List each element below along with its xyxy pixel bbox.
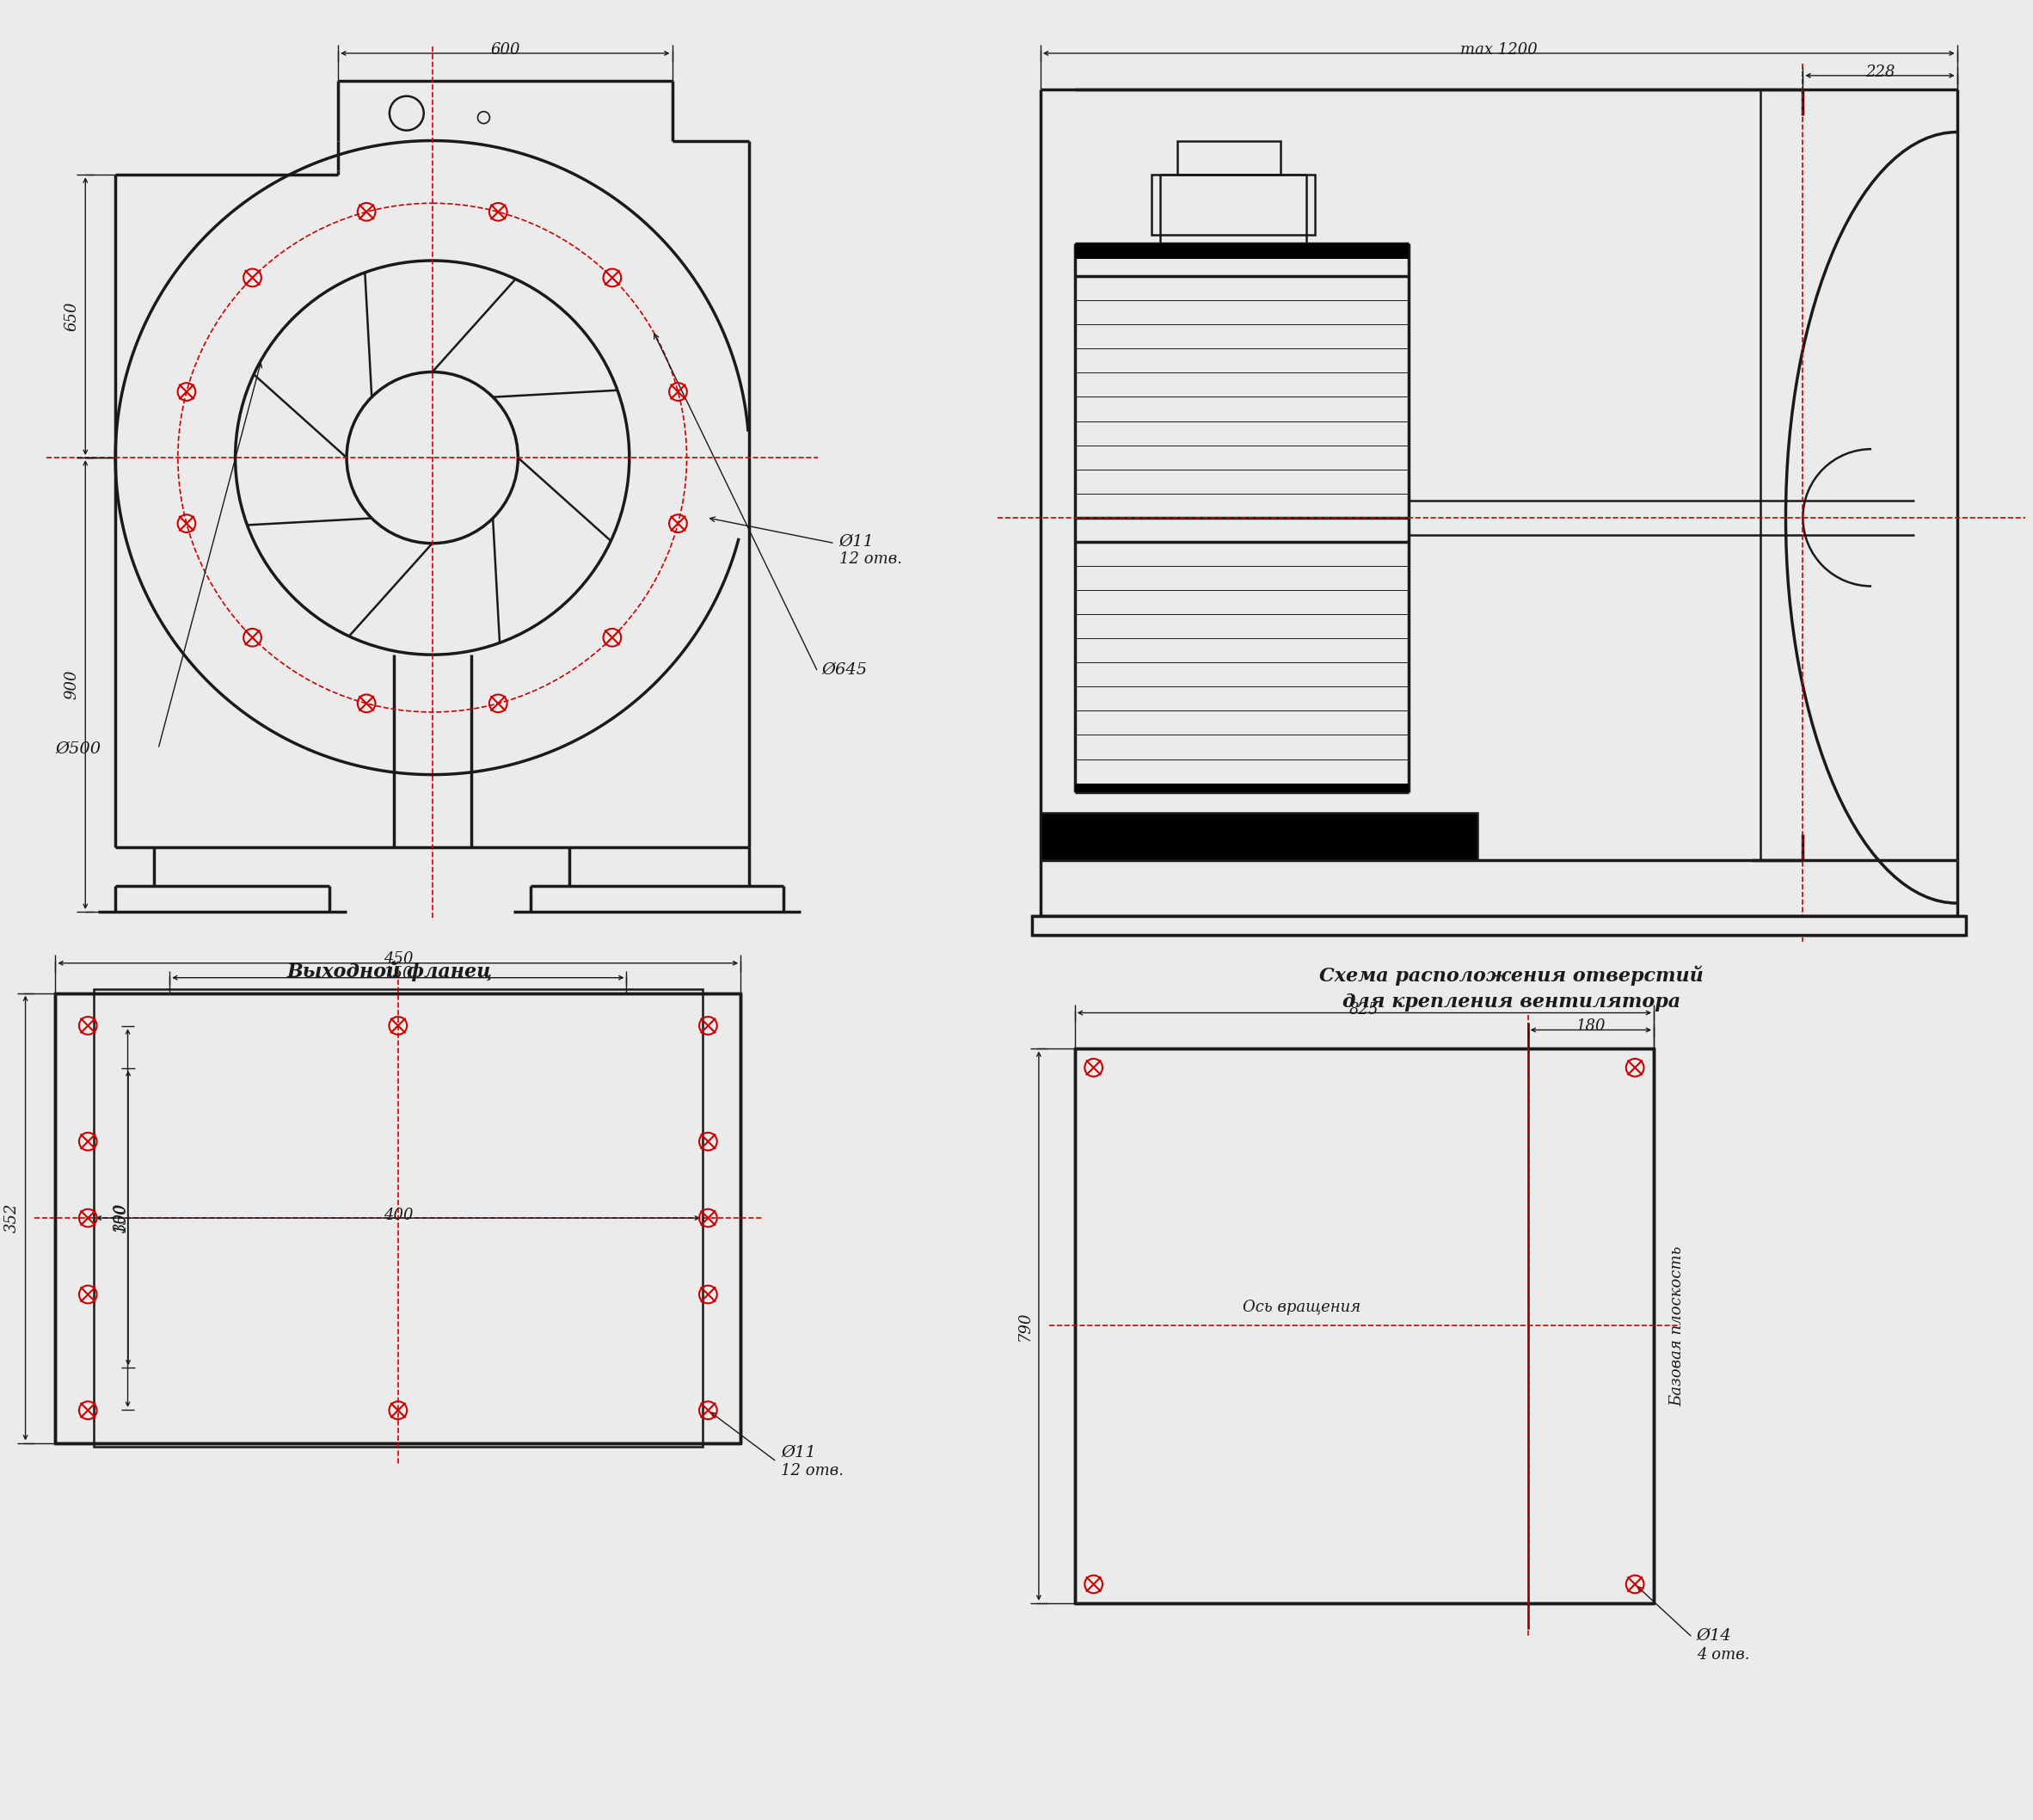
Text: Ось вращения: Ось вращения bbox=[1242, 1299, 1360, 1316]
Text: 600: 600 bbox=[490, 42, 520, 58]
Text: 825: 825 bbox=[1350, 1001, 1378, 1017]
Text: Ø645: Ø645 bbox=[821, 662, 868, 677]
Text: 900: 900 bbox=[63, 670, 79, 699]
Bar bbox=[1153, 175, 1315, 235]
Bar bbox=[1075, 1048, 1653, 1603]
Text: для крепления вентилятора: для крепления вентилятора bbox=[1342, 992, 1681, 1012]
Bar bbox=[1041, 814, 1478, 861]
Text: 650: 650 bbox=[63, 302, 79, 331]
Text: Выходной фланец: Выходной фланец bbox=[287, 961, 492, 981]
Bar bbox=[94, 990, 703, 1447]
Text: Ø11: Ø11 bbox=[840, 533, 874, 550]
Text: 150: 150 bbox=[114, 1203, 130, 1232]
Text: 150: 150 bbox=[382, 966, 413, 981]
Text: Ø500: Ø500 bbox=[55, 741, 102, 757]
Text: 4 отв.: 4 отв. bbox=[1698, 1647, 1750, 1662]
Text: 180: 180 bbox=[1576, 1019, 1606, 1034]
Text: Схема расположения отверстий: Схема расположения отверстий bbox=[1319, 966, 1704, 986]
Text: 790: 790 bbox=[1016, 1310, 1033, 1341]
Text: Ø14: Ø14 bbox=[1698, 1627, 1732, 1643]
Text: 450: 450 bbox=[382, 952, 413, 966]
Text: max 1200: max 1200 bbox=[1460, 42, 1537, 58]
Bar bbox=[1075, 244, 1409, 258]
Bar bbox=[1033, 915, 1966, 935]
Bar bbox=[1177, 140, 1281, 175]
Text: 228: 228 bbox=[1864, 64, 1895, 80]
Text: 352: 352 bbox=[4, 1203, 20, 1232]
Bar bbox=[55, 994, 740, 1443]
Text: 300: 300 bbox=[114, 1203, 128, 1232]
Text: 400: 400 bbox=[382, 1208, 413, 1223]
Text: 12 отв.: 12 отв. bbox=[840, 551, 903, 566]
Text: Ø11: Ø11 bbox=[781, 1445, 815, 1460]
Text: 12 отв.: 12 отв. bbox=[781, 1463, 844, 1480]
Bar bbox=[1075, 783, 1409, 792]
Text: Базовая плоскость: Базовая плоскость bbox=[1669, 1245, 1685, 1407]
